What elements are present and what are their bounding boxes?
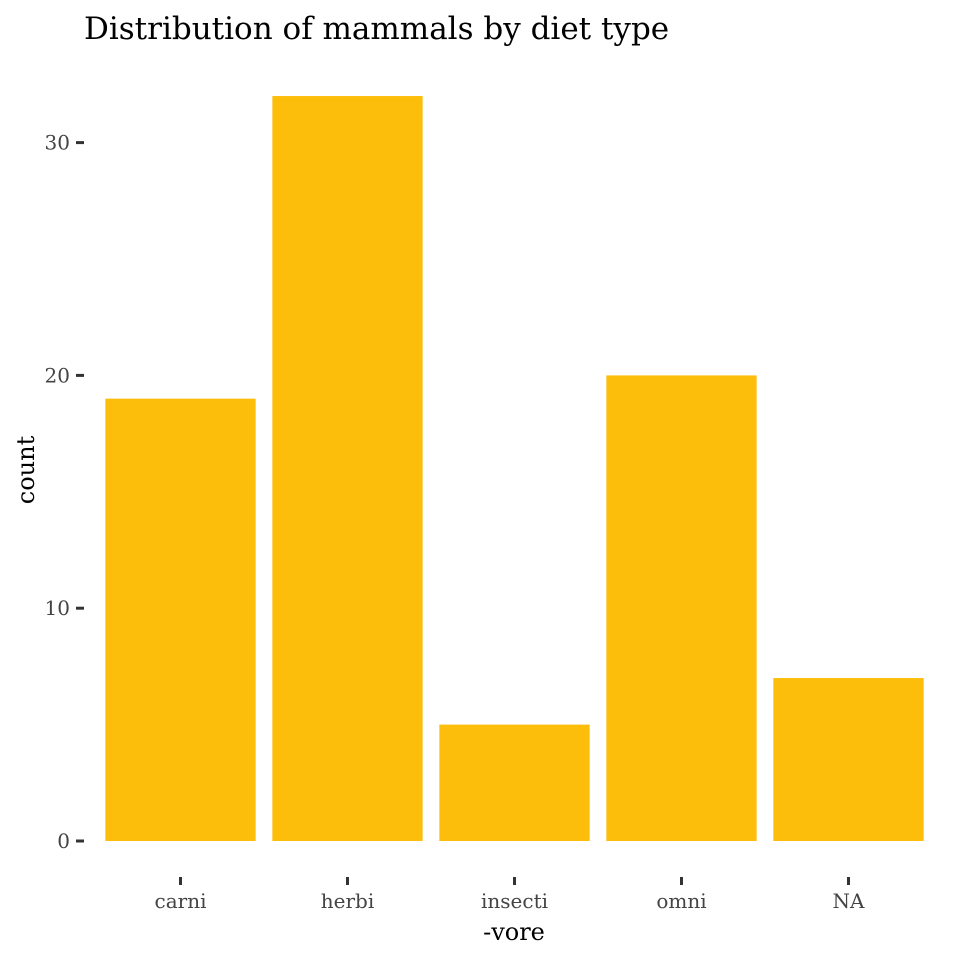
y-axis-title: count (12, 435, 40, 504)
x-tick-label: carni (155, 889, 207, 913)
y-tick-label: 10 (45, 596, 70, 620)
x-tick-label: NA (833, 889, 866, 913)
y-tick-label: 30 (45, 131, 70, 155)
x-axis-title: -vore (483, 918, 545, 946)
y-tick-label: 0 (57, 829, 70, 853)
x-tick-label: omni (656, 889, 706, 913)
y-axis: 0 10 20 30 (45, 131, 84, 853)
bar-omni (606, 375, 757, 841)
bar-insecti (439, 724, 590, 841)
bars (105, 96, 924, 842)
chart-title: Distribution of mammals by diet type (84, 11, 669, 47)
bar-na (773, 678, 924, 841)
x-axis: carni herbi insecti omni NA (155, 877, 866, 913)
x-tick-label: insecti (481, 889, 548, 913)
bar-carni (105, 398, 256, 841)
bar-herbi (272, 96, 423, 842)
y-tick-label: 20 (45, 363, 70, 387)
x-tick-label: herbi (321, 889, 374, 913)
